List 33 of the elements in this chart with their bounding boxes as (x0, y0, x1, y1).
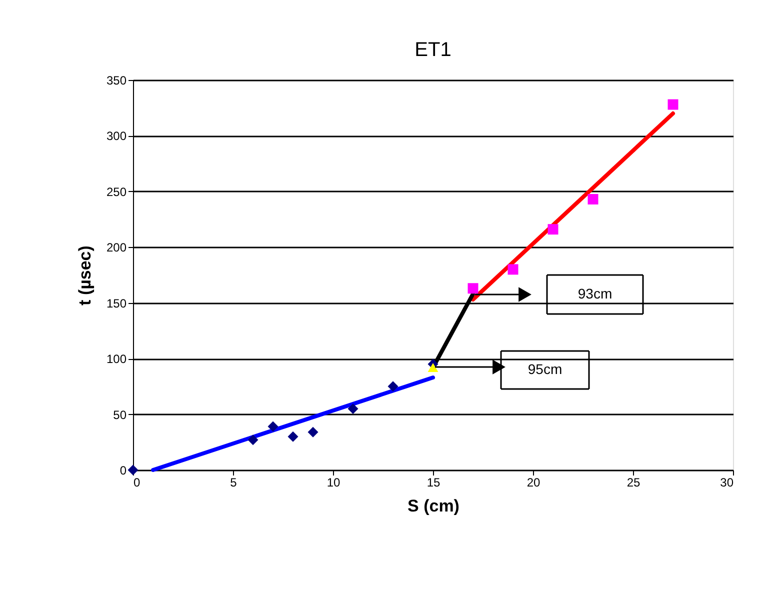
x-axis-title: S (cm) (408, 496, 460, 516)
y-tick-label: 250 (106, 184, 127, 199)
point (388, 381, 398, 392)
point (288, 431, 298, 442)
y-axis-title: t (µsec) (75, 246, 94, 306)
y-tick-label: 100 (106, 352, 127, 366)
point (588, 194, 598, 204)
annotation: 95cm (528, 361, 562, 377)
point (508, 264, 518, 275)
point (268, 421, 278, 432)
x-tick-label: 0 (134, 476, 140, 490)
y-tick-label: 300 (106, 129, 127, 144)
point (248, 434, 258, 446)
y-tick-label: 200 (106, 240, 127, 255)
point (468, 283, 478, 294)
chart-title: ET1 (414, 39, 452, 61)
point (348, 403, 358, 414)
annotation: 93cm (578, 286, 612, 302)
x-tick-label: 15 (426, 476, 440, 490)
x-tick-label: 5 (230, 476, 238, 490)
point (548, 224, 558, 235)
point (668, 99, 678, 110)
y-tick-label: 350 (106, 74, 127, 88)
y-tick-label: 0 (120, 464, 127, 478)
point (308, 426, 318, 438)
y-tick-label: 50 (113, 408, 127, 422)
point (128, 464, 138, 476)
x-tick-label: 25 (626, 476, 640, 490)
x-tick-label: 10 (326, 476, 340, 490)
x-tick-label: 30 (720, 476, 734, 490)
x-tick-label: 20 (526, 476, 540, 490)
y-tick-label: 150 (106, 296, 127, 310)
point (428, 362, 438, 372)
